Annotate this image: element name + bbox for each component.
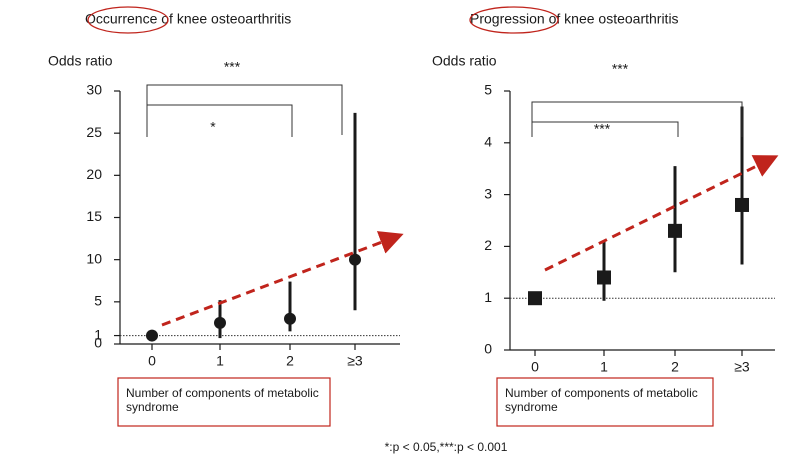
- x-tick-label: 1: [600, 359, 608, 375]
- x-tick-label: ≥3: [347, 353, 363, 369]
- x-tick-label: 1: [216, 353, 224, 369]
- x-tick-label: 2: [286, 353, 294, 369]
- significance-label: ***: [224, 59, 241, 75]
- significance-label: ***: [594, 121, 611, 137]
- x-tick-label: 2: [671, 359, 679, 375]
- figure: *:p < 0.05,***:p < 0.001 Occurrence of k…: [0, 0, 812, 462]
- y-tick-label: 30: [86, 82, 102, 98]
- x-tick-label: 0: [531, 359, 539, 375]
- y-tick-label: 4: [484, 134, 492, 150]
- point: [528, 291, 542, 305]
- significance-label: *: [210, 119, 216, 135]
- footnote: *:p < 0.05,***:p < 0.001: [385, 440, 508, 454]
- y-tick-label: 25: [86, 124, 102, 140]
- y-tick-label: 5: [484, 82, 492, 98]
- y-tick-label: 20: [86, 166, 102, 182]
- y-tick-label: 2: [484, 237, 492, 253]
- y-tick-label: 0: [484, 341, 492, 357]
- y-axis-label: Odds ratio: [48, 53, 113, 69]
- chart-title: Progression of knee osteoarthritis: [470, 11, 679, 27]
- x-tick-label: ≥3: [734, 359, 750, 375]
- y-tick-label: 15: [86, 208, 102, 224]
- point: [668, 224, 682, 238]
- x-tick-label: 0: [148, 353, 156, 369]
- y-tick-label: 3: [484, 185, 492, 201]
- y-axis-label: Odds ratio: [432, 53, 497, 69]
- y-tick-label: 1: [484, 289, 492, 305]
- point: [214, 317, 226, 329]
- point: [284, 313, 296, 325]
- y-tick-label: 1: [94, 326, 102, 342]
- y-tick-label: 5: [94, 293, 102, 309]
- significance-label: ***: [612, 61, 629, 77]
- point: [146, 330, 158, 342]
- y-tick-label: 10: [86, 250, 102, 266]
- point: [735, 198, 749, 212]
- point: [597, 270, 611, 284]
- chart-title: Occurrence of knee osteoarthritis: [85, 11, 291, 27]
- point: [349, 254, 361, 266]
